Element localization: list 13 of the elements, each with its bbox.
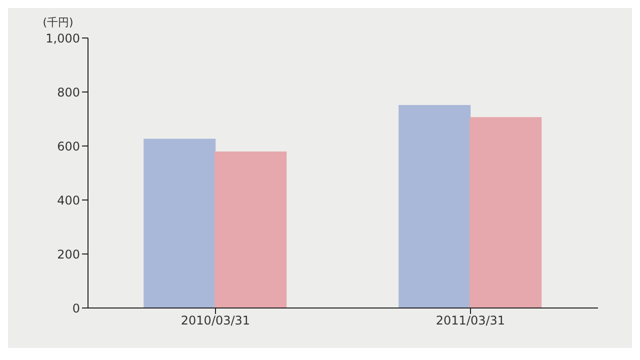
x-tick-label: 2010/03/31 [180,314,250,328]
y-tick-label: 0 [72,301,80,316]
x-tick-label: 2011/03/31 [436,314,506,328]
bar [214,151,287,308]
bar [470,117,542,308]
y-axis-title: (千円) [42,16,74,29]
y-tick-label: 1,000 [46,31,80,46]
y-tick-label: 600 [57,139,80,154]
bar [398,105,471,308]
y-tick-label: 200 [57,247,80,262]
y-tick-label: 800 [57,85,80,100]
bar [144,138,216,308]
y-tick-label: 400 [57,193,80,208]
